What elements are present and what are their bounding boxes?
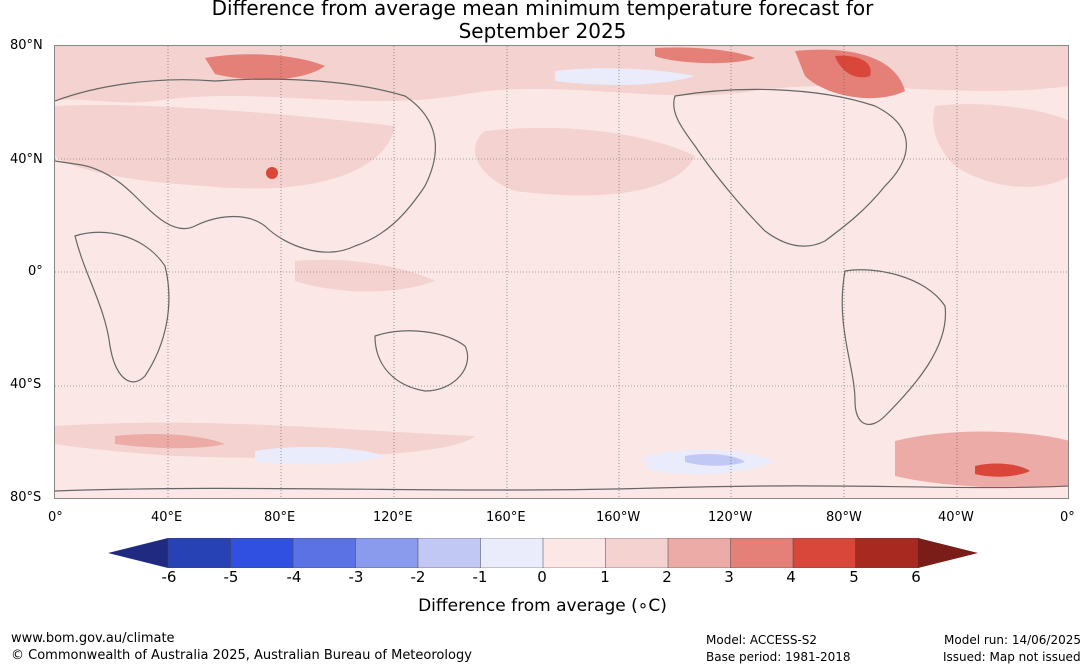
lon-label-40e: 40°E [151,510,183,525]
southern-cool-core [685,454,745,466]
colorbar-tick-m4: -4 [286,568,302,586]
africa-outline [74,231,170,383]
colorbar-cell [667,538,732,568]
lon-label-80e: 80°E [264,510,296,525]
title-line-1: Difference from average mean minimum tem… [211,0,874,20]
lat-label-0: 0° [28,264,43,279]
colorbar-cell [855,538,919,568]
maritime-warm-patch [295,259,435,292]
colorbar-cell [480,538,544,568]
map-title: Difference from average mean minimum tem… [0,0,1085,43]
colorbar-tick-2: 2 [662,568,672,586]
eurasia-outline [55,78,436,253]
title-line-2: September 2025 [458,19,627,43]
colorbar [108,538,978,568]
footer-copyright: © Commonwealth of Australia 2025, Austra… [11,648,472,663]
colorbar-cell [605,538,669,568]
footer-model: Model: ACCESS-S2 [706,633,818,647]
graticule [55,46,1068,498]
lon-label-160w: 160°W [596,510,641,525]
lat-label-80n: 80°N [10,38,43,53]
lon-label-120e: 120°E [373,510,413,525]
coastlines [55,78,1068,492]
map-svg [55,46,1068,498]
north-america-outline [673,88,907,247]
colorbar-label: Difference from average (∘C) [418,596,667,616]
forecast-map [54,45,1069,499]
footer-issued: Issued: Map not issued [943,650,1081,664]
lat-label-40n: 40°N [10,152,43,167]
colorbar-tick-m1: -1 [472,568,488,586]
footer-model-run: Model run: 14/06/2025 [944,633,1082,647]
southern-ocean-warm-band [55,422,475,458]
colorbar-cell [542,538,607,568]
colorbar-tick-4: 4 [786,568,796,586]
tibet-strong-patch [266,167,278,179]
australia-outline [374,330,469,392]
lon-label-120w: 120°W [708,510,753,525]
south-america-outline [841,269,947,426]
colorbar-tick-m2: -2 [410,568,426,586]
lon-label-160e: 160°E [486,510,526,525]
lat-label-80s: 80°S [10,490,42,505]
colorbar-cell [167,538,232,568]
colorbar-cell [230,538,294,568]
footer-website: www.bom.gov.au/climate [11,631,175,646]
eurasia-warm-area [55,105,395,189]
indian-ocean-warm-patch [115,433,225,449]
colorbar-tick-1: 1 [600,568,610,586]
colorbar-tick-m3: -3 [348,568,364,586]
colorbar-tick-5: 5 [849,568,859,586]
anomaly-shading [55,46,1068,488]
colorbar-cell [792,538,857,568]
colorbar-right-arrow [918,538,978,568]
pacific-warm-band [475,127,695,196]
lon-label-0-right: 0° [1060,510,1075,525]
southern-cool-patch-1 [255,446,385,465]
colorbar-tick-m5: -5 [223,568,239,586]
north-pacific-warm-patch [655,47,755,64]
atlantic-warm-patch [933,104,1068,187]
colorbar-tick-0: 0 [537,568,547,586]
colorbar-cell [355,538,419,568]
arctic-cool-patch [555,68,695,85]
colorbar-cell [730,538,794,568]
south-atlantic-strong-patch [975,463,1030,477]
colorbar-tick-6: 6 [911,568,921,586]
colorbar-left-arrow [108,538,168,568]
colorbar-tick-3: 3 [724,568,734,586]
siberia-warm-patch [205,54,325,80]
lon-label-80w: 80°W [826,510,862,525]
colorbar-cell [417,538,482,568]
colorbar-cell [292,538,357,568]
lon-label-0-left: 0° [48,510,63,525]
south-atlantic-warm-patch [895,431,1068,488]
footer-base-period: Base period: 1981-2018 [706,650,851,664]
lon-label-40w: 40°W [938,510,974,525]
lat-label-40s: 40°S [10,377,42,392]
antarctica-outline [55,485,1068,492]
colorbar-cells [167,538,919,568]
colorbar-tick-m6: -6 [161,568,177,586]
